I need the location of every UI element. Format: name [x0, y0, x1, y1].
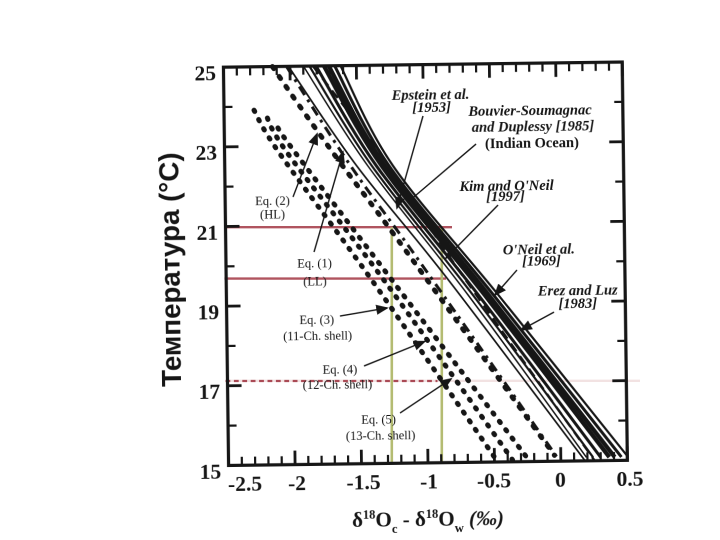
svg-text:[1969]: [1969]: [522, 253, 561, 270]
svg-text:Erez and Luz: Erez and Luz: [537, 282, 618, 299]
svg-text:O'Neil et al.: O'Neil et al.: [503, 242, 575, 259]
svg-text:Eq. (2): Eq. (2): [255, 194, 290, 208]
svg-text:19: 19: [197, 300, 219, 324]
svg-text:Eq. (3): Eq. (3): [299, 313, 334, 327]
svg-text:Eq. (4): Eq. (4): [323, 362, 358, 376]
svg-text:Kim and O'Neil: Kim and O'Neil: [458, 178, 553, 195]
svg-text:(11-Ch. shell): (11-Ch. shell): [283, 328, 352, 343]
svg-text:-1: -1: [420, 469, 438, 493]
svg-text:[1997]: [1997]: [486, 189, 525, 206]
svg-text:Bouvier-Soumagnac: Bouvier-Soumagnac: [467, 102, 592, 120]
svg-text:-0.5: -0.5: [477, 468, 511, 492]
svg-text:Температура (°C): Температура (°C): [153, 152, 187, 387]
svg-text:δ18Oc - δ18Ow (‰): δ18Oc - δ18Ow (‰): [352, 506, 504, 536]
svg-text:-2.5: -2.5: [228, 472, 262, 496]
svg-text:23: 23: [195, 141, 217, 165]
svg-text:[1953]: [1953]: [412, 100, 451, 117]
svg-text:Eq. (5): Eq. (5): [361, 412, 396, 426]
svg-text:Epstein et al.: Epstein et al.: [391, 87, 470, 104]
svg-text:-1.5: -1.5: [346, 470, 380, 494]
svg-text:17: 17: [198, 380, 220, 404]
svg-text:[1983]: [1983]: [558, 296, 597, 313]
svg-text:25: 25: [194, 61, 216, 85]
svg-text:(13-Ch. shell): (13-Ch. shell): [346, 428, 416, 443]
svg-text:15: 15: [200, 459, 222, 483]
svg-text:-2: -2: [288, 471, 306, 495]
svg-text:Eq. (1): Eq. (1): [297, 256, 332, 270]
svg-text:(Indian Ocean): (Indian Ocean): [485, 135, 579, 152]
svg-text:(LL): (LL): [303, 274, 327, 288]
svg-text:(12-Ch. shell): (12-Ch. shell): [303, 377, 373, 392]
svg-text:(HL): (HL): [260, 207, 285, 221]
svg-text:21: 21: [196, 220, 218, 244]
svg-text:0.5: 0.5: [616, 467, 643, 491]
svg-text:and Duplessy [1985]: and Duplessy [1985]: [472, 118, 595, 136]
svg-text:0: 0: [555, 468, 566, 492]
